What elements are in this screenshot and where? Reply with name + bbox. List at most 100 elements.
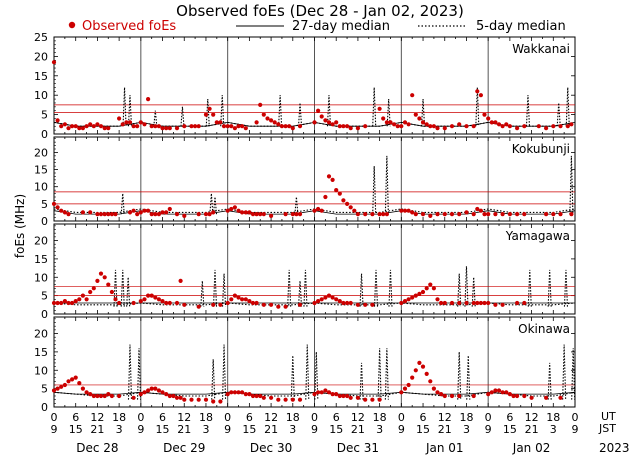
median-5day-spike <box>556 102 561 127</box>
observed-point <box>326 390 332 395</box>
ut-tick-label: 0 <box>311 411 318 424</box>
observed-point <box>442 393 447 399</box>
observed-point <box>290 212 295 217</box>
observed-point <box>106 392 111 397</box>
observed-point <box>323 295 328 300</box>
observed-point <box>51 60 57 65</box>
observed-point <box>77 126 82 131</box>
observed-point <box>225 208 230 213</box>
observed-point <box>341 124 346 129</box>
observed-point <box>77 381 82 386</box>
ut-tick-label: 18 <box>546 411 560 424</box>
observed-point <box>102 126 107 131</box>
observed-point <box>232 205 237 210</box>
observed-point <box>515 212 520 217</box>
y-tick-label: 15 <box>34 346 48 359</box>
observed-point <box>402 120 408 125</box>
observed-point <box>189 397 194 402</box>
ut-tick-label: 18 <box>459 411 473 424</box>
year-label: 2023 <box>599 441 630 455</box>
observed-point <box>80 386 85 391</box>
chart-title: Observed foEs (Dec 28 - Jan 02, 2023) <box>176 2 464 20</box>
observed-point <box>66 300 71 306</box>
observed-point <box>312 208 317 213</box>
observed-point <box>515 300 520 306</box>
y-tick-label: 15 <box>34 253 48 266</box>
observed-point <box>62 299 67 304</box>
observed-point <box>283 304 288 309</box>
observed-point <box>269 118 274 123</box>
observed-point <box>475 300 480 306</box>
observed-point <box>457 212 462 217</box>
observed-point <box>182 124 187 129</box>
observed-point <box>290 126 295 131</box>
observed-point <box>464 124 469 129</box>
observed-point <box>269 213 274 218</box>
observed-point <box>399 124 404 129</box>
observed-point <box>164 300 169 306</box>
median-5day-spike <box>127 344 133 400</box>
observed-point <box>247 392 252 397</box>
median-5day-spike <box>384 348 389 400</box>
observed-point <box>431 386 436 391</box>
ut-tick-label: 18 <box>112 411 126 424</box>
median-5day-spike <box>563 269 569 307</box>
observed-point <box>174 300 180 306</box>
jst-tick-label: 3 <box>202 423 209 436</box>
observed-point <box>337 124 342 129</box>
observed-point <box>236 390 241 395</box>
y-tick-label: 0 <box>41 308 48 321</box>
observed-point <box>384 212 389 217</box>
observed-point <box>478 208 483 213</box>
panel-wakkanai: 0 5 10 15 20 25 Wakkanai <box>34 31 576 141</box>
observed-point <box>431 124 436 129</box>
median-5day-spike <box>527 269 532 307</box>
jst-tick-label: 21 <box>177 423 191 436</box>
observed-point <box>363 124 368 129</box>
observed-point <box>174 126 180 131</box>
observed-point <box>98 124 104 129</box>
observed-point <box>221 124 227 129</box>
observed-point <box>544 212 549 217</box>
observed-point <box>207 106 212 111</box>
observed-point <box>127 120 133 125</box>
observed-point <box>272 120 277 125</box>
jst-tick-label: 21 <box>438 423 452 436</box>
observed-point <box>457 300 462 306</box>
observed-point <box>106 126 111 131</box>
observed-point <box>475 89 480 94</box>
observed-point <box>232 126 237 131</box>
observed-point <box>482 212 487 217</box>
observed-point <box>388 120 393 125</box>
observed-point <box>232 390 237 395</box>
observed-point <box>283 212 288 217</box>
observed-point <box>410 93 415 98</box>
observed-point <box>236 208 241 213</box>
observed-point <box>297 397 303 402</box>
observed-point <box>334 188 339 193</box>
observed-point <box>428 282 433 287</box>
observed-point <box>62 382 67 388</box>
median-5day-spike <box>571 348 576 400</box>
observed-point <box>297 124 303 129</box>
observed-point <box>348 395 353 400</box>
median-5day-spike <box>466 355 471 400</box>
jst-tick-label: 9 <box>51 423 58 436</box>
observed-point <box>424 371 429 376</box>
median-5day-spike <box>120 269 125 307</box>
observed-point <box>486 392 491 397</box>
median-5day-spike <box>565 87 570 127</box>
jst-tick-label: 15 <box>329 423 343 436</box>
observed-point <box>240 210 245 215</box>
observed-point <box>326 293 332 298</box>
observed-point <box>431 286 436 291</box>
observed-point <box>84 390 89 395</box>
observed-point <box>77 297 82 302</box>
observed-point <box>55 386 60 391</box>
observed-point <box>55 300 60 306</box>
observed-point <box>475 206 480 212</box>
y-tick-label: 0 <box>41 215 48 228</box>
median-5day-spike <box>547 269 552 307</box>
observed-point <box>243 126 248 131</box>
observed-point <box>294 212 299 217</box>
